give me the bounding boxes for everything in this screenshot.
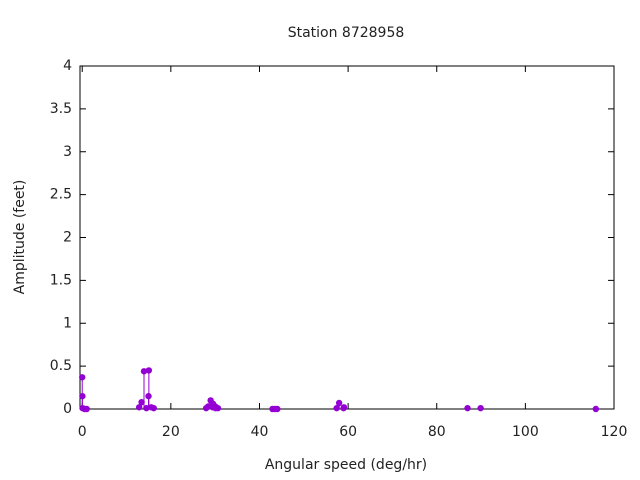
stem-point bbox=[79, 392, 86, 400]
x-tick-label: 80 bbox=[428, 424, 446, 440]
stem-point bbox=[592, 405, 600, 413]
stem-point bbox=[135, 404, 143, 411]
plot-border bbox=[79, 65, 615, 410]
y-tick-label: 0.5 bbox=[50, 358, 72, 374]
y-tick-label: 2 bbox=[63, 230, 72, 246]
x-tick-label: 120 bbox=[601, 424, 628, 440]
y-tick-label: 3 bbox=[63, 144, 72, 160]
stem-point bbox=[340, 404, 348, 411]
x-tick-label: 0 bbox=[78, 424, 87, 440]
stem-point bbox=[464, 404, 471, 412]
y-tick-label: 3.5 bbox=[50, 101, 72, 117]
chart-title: Station 8728958 bbox=[288, 25, 405, 41]
stem-point bbox=[477, 404, 484, 412]
y-tick-label: 1 bbox=[63, 315, 72, 331]
stem-point bbox=[83, 405, 90, 413]
x-tick-label: 40 bbox=[251, 424, 269, 440]
stem-point bbox=[145, 367, 153, 374]
y-tick-label: 4 bbox=[63, 58, 72, 74]
y-tick-label: 0 bbox=[63, 401, 72, 417]
stem-point bbox=[138, 398, 145, 406]
y-tick-label: 1.5 bbox=[50, 272, 72, 288]
x-tick-label: 60 bbox=[339, 424, 357, 440]
y-tick-label: 2.5 bbox=[50, 187, 72, 203]
stem-point bbox=[79, 374, 86, 381]
x-tick-label: 20 bbox=[162, 424, 180, 440]
stem-point bbox=[333, 404, 340, 412]
x-tick-label: 100 bbox=[512, 424, 539, 440]
stem-point bbox=[140, 368, 148, 375]
stem-point bbox=[335, 399, 343, 407]
y-axis-label: Amplitude (feet) bbox=[12, 180, 28, 295]
stem-point bbox=[274, 405, 281, 413]
x-axis-label: Angular speed (deg/hr) bbox=[265, 457, 427, 473]
stem-point bbox=[214, 404, 222, 412]
stem-point bbox=[150, 404, 157, 412]
